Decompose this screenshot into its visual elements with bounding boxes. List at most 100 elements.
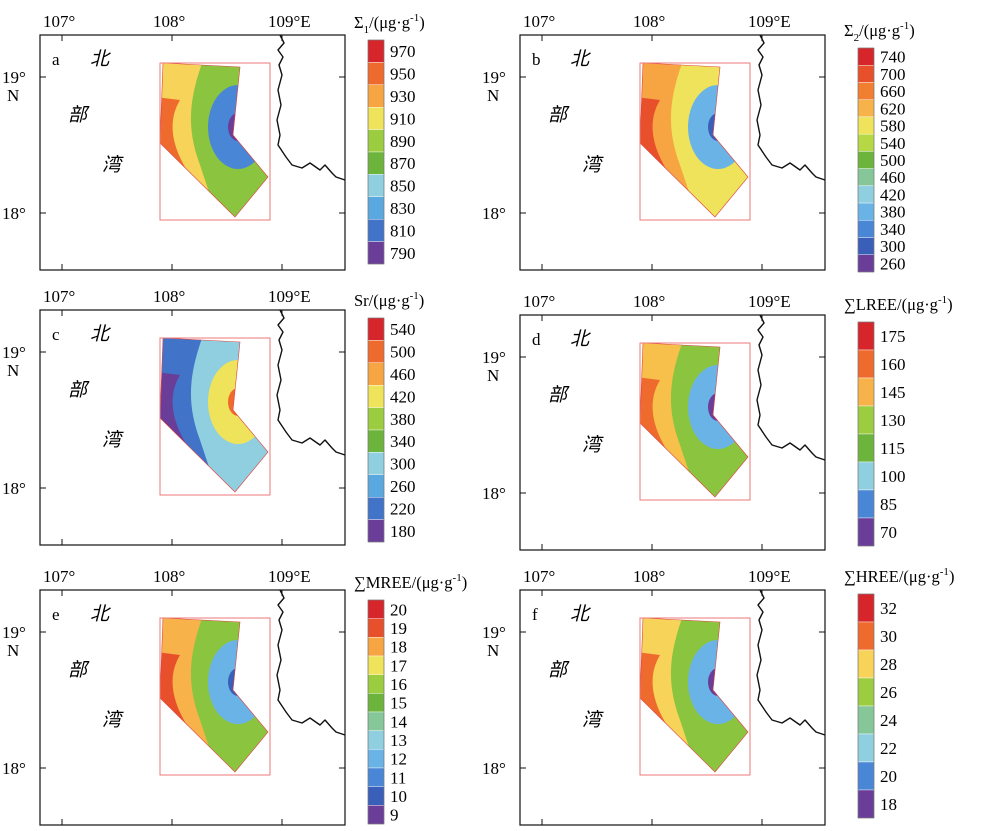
legend-value: 22: [880, 739, 897, 758]
legend-value: 700: [880, 65, 906, 84]
legend-value: 12: [390, 750, 407, 769]
map-panel-b: b 北部湾 107° 108° 109°E 19°N 18°: [482, 12, 826, 271]
legend-swatch: [367, 429, 385, 453]
contour-band: [640, 343, 695, 490]
legend-value: 660: [880, 82, 906, 101]
legend-value: 790: [390, 244, 416, 263]
legend-value: 870: [390, 154, 416, 173]
legend-swatch: [367, 599, 385, 619]
legend-value: 145: [880, 383, 906, 402]
lat-label: N: [7, 86, 19, 105]
legend-value: 260: [390, 477, 416, 496]
legend-value: 300: [390, 455, 416, 474]
legend-swatch: [367, 385, 385, 408]
study-area-box: [159, 62, 271, 221]
legend-bar-outline: [367, 599, 385, 825]
legend-value: 300: [880, 237, 906, 256]
legend-value: 540: [390, 320, 416, 339]
legend-swatch: [857, 65, 875, 83]
lon-label: 107°: [523, 567, 555, 586]
legend-value: 260: [880, 254, 906, 273]
contour-band: [640, 618, 695, 765]
place-char: 部: [548, 659, 570, 681]
legend-value: 24: [880, 711, 898, 730]
legend-value: 18: [390, 638, 407, 657]
panel-letter: a: [52, 50, 60, 69]
legend-value: 420: [880, 185, 906, 204]
legend-value: 340: [880, 220, 906, 239]
legend-value: 420: [390, 387, 416, 406]
contour-band: [160, 95, 190, 175]
legend-value: 13: [390, 731, 407, 750]
legend-swatch: [367, 218, 385, 242]
legend-title: ∑LREE/(μg·g-1): [844, 294, 953, 314]
place-char: 湾: [102, 709, 124, 731]
legend-swatch: [367, 655, 385, 675]
legend-value: 380: [390, 410, 416, 429]
legend-swatch: [367, 241, 385, 265]
lat-label: N: [487, 86, 499, 105]
legend-swatch: [367, 618, 385, 638]
legend-swatch: [367, 407, 385, 431]
contour-band: [160, 338, 215, 485]
legend-swatch: [367, 362, 385, 386]
legend-value: 950: [390, 65, 416, 84]
legend-swatch: [367, 730, 385, 750]
legend-value: 180: [390, 522, 416, 541]
legend-value: 26: [880, 683, 897, 702]
legend-swatch: [857, 461, 875, 491]
legend-value: 100: [880, 467, 906, 486]
legend-swatch: [857, 237, 875, 255]
legend-swatch: [857, 405, 875, 435]
legend-swatch: [857, 47, 875, 66]
legend-title: ∑HREE/(μg·g-1): [844, 566, 954, 586]
coastline: [756, 589, 826, 736]
place-char: 湾: [582, 709, 604, 731]
legend-value: 160: [880, 355, 906, 374]
legend-value: 850: [390, 177, 416, 196]
legend-swatch: [857, 349, 875, 379]
legend-swatch: [367, 711, 385, 731]
place-char: 部: [68, 379, 90, 401]
legend-value: 15: [390, 694, 407, 713]
legend-value: 28: [880, 655, 897, 674]
legend-bar-outline: [367, 317, 385, 543]
legend-swatch: [857, 185, 875, 204]
legend-swatch: [857, 705, 875, 735]
contour-band: [160, 370, 190, 450]
panel-letter: e: [52, 605, 60, 624]
lat-label: 19°: [482, 623, 506, 642]
legend-title: Sr/(μg·g-1): [354, 290, 424, 310]
legend-value: 380: [880, 203, 906, 222]
lon-label: 109°E: [268, 287, 311, 306]
legend-swatch: [857, 220, 875, 238]
legend-value: 19: [390, 619, 407, 638]
legend-swatch: [367, 340, 385, 363]
legend-swatch: [857, 168, 875, 187]
place-char: 部: [68, 104, 90, 126]
lat-label: 18°: [2, 759, 26, 778]
contour-band: [160, 618, 215, 765]
legend-value: 740: [880, 48, 906, 67]
legend-swatch: [857, 489, 875, 519]
lat-label: 18°: [2, 204, 26, 223]
lat-label: 19°: [482, 68, 506, 87]
coastline: [276, 34, 346, 181]
lon-label: 109°E: [748, 292, 791, 311]
legend-swatch: [857, 621, 875, 651]
legend-value: 115: [880, 439, 905, 458]
legend-swatch: [367, 196, 385, 220]
coastline: [276, 309, 346, 456]
legend-value: 500: [390, 343, 416, 362]
legend-bar-outline: [857, 593, 875, 819]
coastline: [756, 314, 826, 461]
place-char: 部: [548, 104, 570, 126]
legend-swatch: [367, 39, 385, 63]
study-area-box: [159, 617, 271, 776]
legend-value: 20: [390, 600, 407, 619]
legend-swatch: [857, 116, 875, 135]
legend-swatch: [857, 649, 875, 679]
legend-swatch: [857, 82, 875, 100]
legend-value: 500: [880, 151, 906, 170]
